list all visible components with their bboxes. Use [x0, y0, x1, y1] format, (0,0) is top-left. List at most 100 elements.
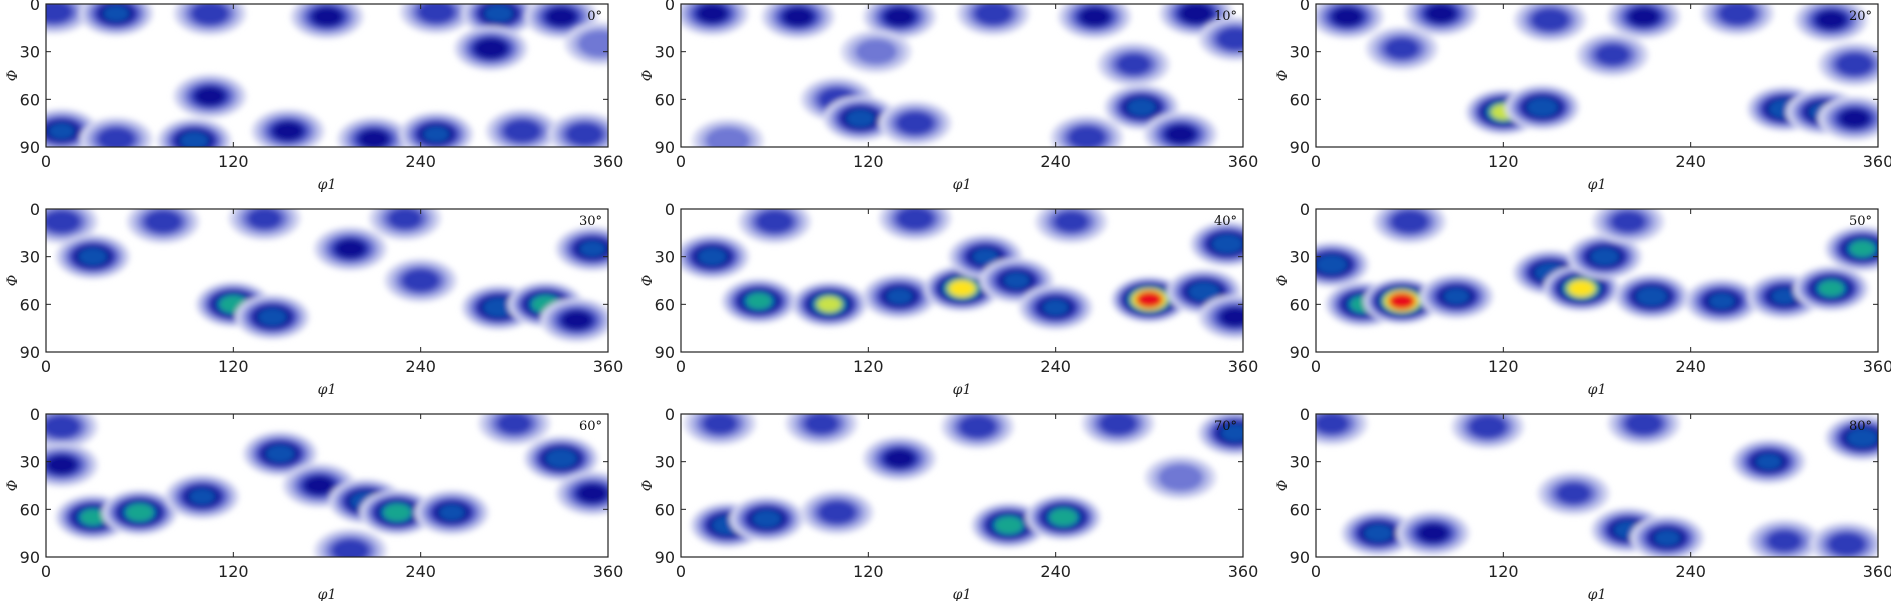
density-peak	[1684, 278, 1759, 324]
y-axis-label: Φ	[5, 480, 21, 491]
density-peak	[1810, 522, 1878, 557]
x-axis-label: φ1	[953, 382, 972, 398]
x-tick-label: 0	[1311, 152, 1321, 171]
density-peak	[1825, 415, 1878, 461]
density-peak	[971, 502, 1047, 548]
x-tick-label: 360	[1228, 152, 1259, 171]
density-peak	[1731, 439, 1806, 484]
density-peak	[1505, 84, 1580, 130]
density-peak	[1363, 278, 1440, 325]
x-tick-label: 0	[676, 562, 686, 581]
density-peak	[761, 4, 835, 39]
y-tick-label: 60	[20, 90, 40, 109]
density-peak	[1316, 414, 1368, 446]
x-tick-label: 240	[1040, 562, 1071, 581]
plot-frame	[680, 208, 1244, 353]
density-peak	[1396, 511, 1470, 556]
density-peak	[126, 209, 200, 244]
density-peak	[79, 117, 153, 147]
y-tick-label: 60	[655, 295, 675, 314]
y-tick-label: 60	[655, 500, 675, 519]
x-tick-label: 0	[41, 357, 51, 376]
y-tick-label: 60	[1290, 500, 1310, 519]
y-tick-label: 60	[655, 90, 675, 109]
x-tick-label: 240	[405, 357, 436, 376]
density-peak	[1419, 274, 1494, 319]
x-axis-label: φ1	[318, 382, 337, 398]
plot-frame	[1315, 3, 1879, 148]
density-peak	[1198, 17, 1243, 61]
y-tick-label: 90	[1290, 548, 1310, 567]
x-tick-label: 240	[1675, 562, 1706, 581]
y-axis-label: Φ	[1275, 275, 1291, 286]
density-peak	[1404, 4, 1478, 36]
x-tick-label: 240	[1675, 357, 1706, 376]
x-axis-label: φ1	[953, 587, 972, 601]
x-tick-label: 0	[676, 357, 686, 376]
y-tick-label: 30	[20, 453, 40, 472]
y-tick-label: 0	[30, 200, 40, 219]
density-peak	[823, 96, 898, 141]
density-peak	[956, 4, 1030, 36]
density-peak	[384, 258, 457, 303]
density-peak	[102, 490, 178, 536]
density-peak	[1025, 494, 1101, 540]
y-tick-label: 30	[1290, 43, 1310, 62]
density-peak	[454, 26, 528, 71]
density-peak	[1567, 234, 1642, 279]
odf-panel-4: 0 120 240 360 0 30 60 90 φ1 Φ 40°	[640, 200, 1258, 398]
density-peak	[1111, 276, 1188, 323]
density-peak	[1748, 519, 1821, 557]
density-peak	[785, 414, 858, 446]
x-tick-label: 120	[853, 152, 884, 171]
density-peak	[555, 471, 608, 516]
density-peak	[540, 298, 608, 343]
density-peak	[1058, 4, 1132, 39]
x-tick-label: 0	[1311, 562, 1321, 581]
density-peak	[1794, 4, 1868, 42]
density-peak	[1081, 414, 1155, 446]
density-peak	[738, 209, 811, 244]
density-peak	[941, 414, 1014, 449]
x-tick-label: 360	[1863, 152, 1891, 171]
x-axis-label: φ1	[1588, 177, 1607, 193]
x-tick-label: 360	[1863, 562, 1891, 581]
density-peak	[46, 209, 98, 244]
x-tick-label: 120	[1488, 562, 1519, 581]
density-peak	[1701, 4, 1774, 36]
density-peak	[46, 414, 98, 449]
density-peak	[157, 118, 232, 147]
y-tick-label: 0	[665, 200, 675, 219]
density-peak	[290, 4, 364, 39]
density-peak	[1451, 414, 1525, 449]
plot-frame	[680, 413, 1244, 558]
y-tick-label: 30	[20, 248, 40, 267]
section-label: 0°	[587, 9, 602, 24]
plot-frame	[1315, 413, 1879, 558]
y-axis-label: Φ	[640, 70, 656, 81]
y-tick-label: 60	[20, 295, 40, 314]
density-peak	[399, 112, 474, 147]
odf-panel-2: 0 120 240 360 0 30 60 90 φ1 Φ 20°	[1275, 0, 1891, 193]
density-peak	[79, 4, 154, 36]
density-peak	[681, 4, 749, 36]
density-peak	[165, 474, 240, 519]
density-peak	[235, 294, 310, 340]
x-tick-label: 120	[853, 357, 884, 376]
density-peak	[1513, 4, 1587, 42]
x-tick-label: 0	[1311, 357, 1321, 376]
density-peak	[863, 436, 937, 481]
y-tick-label: 90	[20, 138, 40, 157]
density-peak	[862, 274, 937, 319]
density-peak	[485, 109, 559, 147]
y-tick-label: 90	[20, 343, 40, 362]
x-tick-label: 360	[593, 357, 624, 376]
density-peak	[173, 74, 247, 119]
density-peak	[1198, 414, 1243, 456]
density-peak	[1035, 209, 1108, 244]
density-peak	[548, 112, 608, 147]
x-axis-label: φ1	[1588, 382, 1607, 398]
x-tick-label: 0	[41, 152, 51, 171]
plot-frame	[45, 3, 609, 148]
